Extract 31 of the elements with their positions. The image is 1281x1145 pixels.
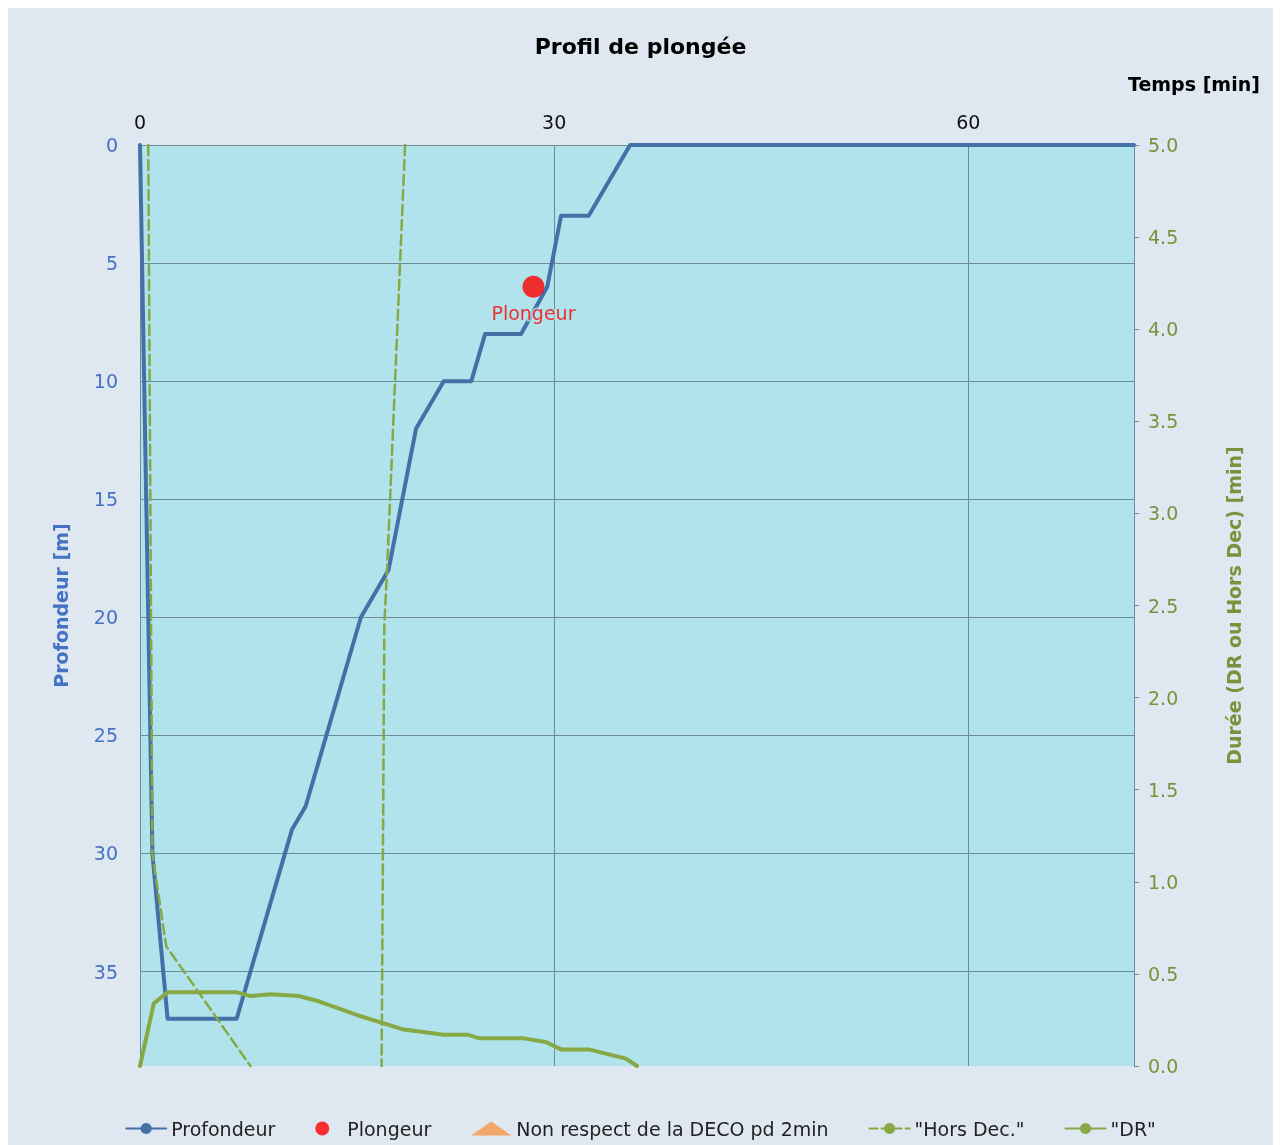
y-tick-label: 10 xyxy=(93,370,118,393)
y2-tick-label: 2.5 xyxy=(1148,594,1179,617)
y-tick-label: 35 xyxy=(93,960,118,983)
legend-label: Plongeur xyxy=(347,1117,432,1140)
y-tick-label: 20 xyxy=(93,606,118,629)
y2-axis-title: Durée (DR ou Hors Dec) [min] xyxy=(1222,446,1245,765)
y-tick-label: 30 xyxy=(93,842,118,865)
legend-label: Non respect de la DECO pd 2min xyxy=(516,1117,829,1140)
y2-tick-label: 0.0 xyxy=(1148,1055,1179,1077)
legend-label: "Hors Dec." xyxy=(914,1117,1025,1140)
y2-tick-label: 0.5 xyxy=(1148,962,1179,985)
x-axis-title: Temps [min] xyxy=(1128,72,1260,95)
y2-tick-label: 2.0 xyxy=(1148,686,1179,709)
legend-label: Profondeur xyxy=(171,1117,276,1140)
y2-tick-label: 3.5 xyxy=(1148,410,1179,433)
y-tick-label: 15 xyxy=(93,488,118,511)
y2-tick-label: 1.0 xyxy=(1148,870,1179,893)
x-tick-label: 30 xyxy=(542,110,567,133)
x-tick-label: 60 xyxy=(956,110,981,133)
y2-tick-label: 4.5 xyxy=(1148,226,1179,249)
y-tick-label: 5 xyxy=(105,252,118,275)
y2-tick-label: 3.0 xyxy=(1148,502,1179,525)
y-tick-label: 25 xyxy=(93,724,118,747)
y2-tick-label: 4.0 xyxy=(1148,318,1179,341)
y2-tick-label: 1.5 xyxy=(1148,778,1179,801)
y-axis-title: Profondeur [m] xyxy=(49,523,72,688)
x-tick-label: 0 xyxy=(133,110,147,133)
y-tick-label: 0 xyxy=(105,134,118,156)
legend-label: "DR" xyxy=(1110,1117,1156,1140)
y2-tick-label: 5.0 xyxy=(1148,134,1179,156)
chart-title: Profil de plongée xyxy=(534,33,747,59)
